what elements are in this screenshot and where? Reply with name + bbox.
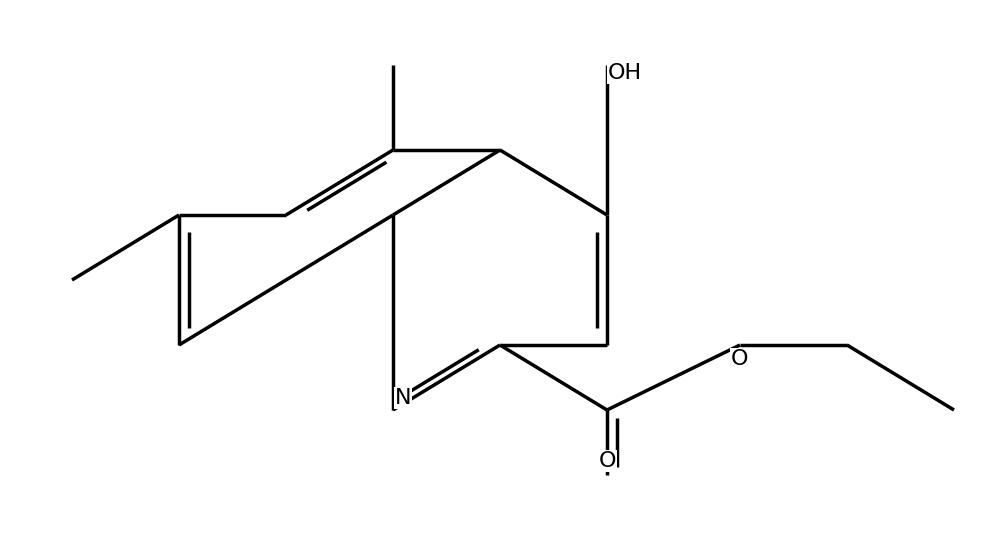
Text: O: O: [731, 349, 749, 369]
Text: OH: OH: [608, 63, 642, 83]
Text: O: O: [598, 451, 616, 471]
Text: N: N: [395, 388, 411, 408]
